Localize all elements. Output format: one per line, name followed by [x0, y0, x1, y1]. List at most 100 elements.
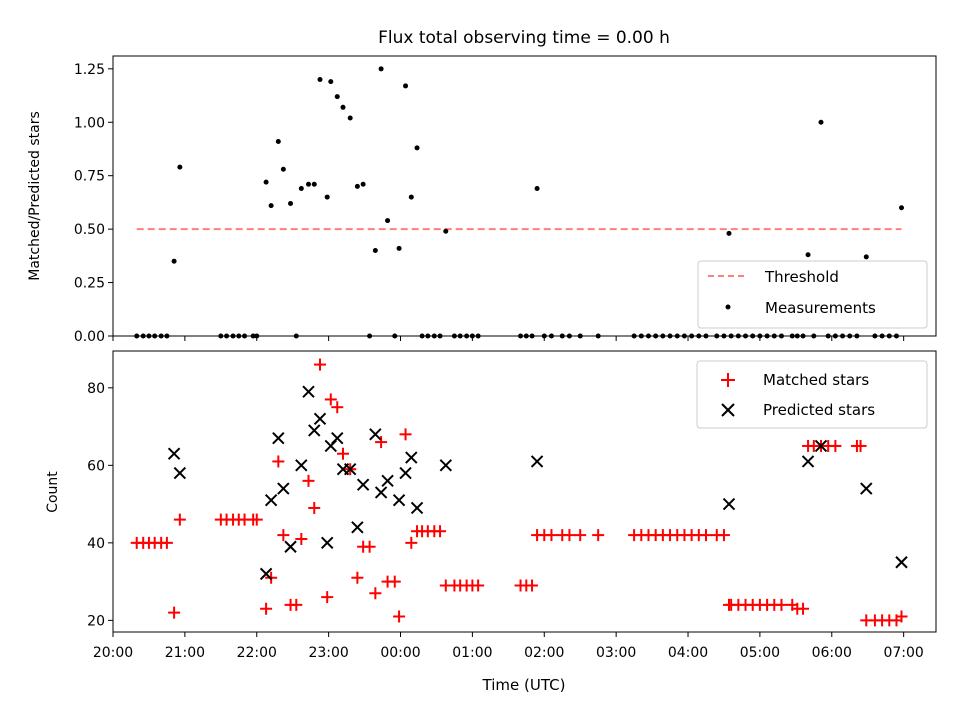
matched-star-point	[405, 536, 418, 549]
predicted-star-point	[320, 536, 334, 550]
predicted-star-point	[801, 455, 815, 468]
measurement-point	[372, 248, 378, 254]
matched-star-point	[717, 529, 730, 542]
matched-star-point	[393, 610, 406, 623]
measurement-point	[805, 252, 811, 258]
predicted-star-point	[530, 455, 544, 468]
bottom-x-tick-label: 03:00	[596, 645, 636, 661]
matched-star-point	[160, 536, 173, 549]
matched-star-point	[173, 513, 186, 526]
matched-star-point	[302, 474, 315, 487]
x-axis-label: Time (UTC)	[482, 676, 566, 694]
measurement-point	[171, 258, 177, 264]
measurement-point	[298, 186, 304, 192]
predicted-star-point	[277, 482, 290, 495]
matched-star-point	[324, 393, 337, 406]
matched-star-point	[308, 501, 321, 514]
predicted-star-point	[722, 497, 736, 511]
matched-star-point	[277, 529, 290, 542]
bottom-x-tick-label: 20:00	[93, 645, 133, 661]
bottom-y-tick-label: 20	[87, 613, 105, 629]
bottom-x-tick-label: 05:00	[740, 645, 780, 661]
predicted-star-point	[264, 494, 278, 507]
matched-star-point	[168, 606, 181, 619]
matched-star-point	[331, 401, 344, 414]
bottom-x-tick-label: 23:00	[308, 645, 348, 661]
bottom-x-tick-label: 21:00	[165, 645, 205, 661]
top-y-tick-label: 0.25	[74, 276, 105, 292]
bottom-y-tick-label: 40	[87, 536, 105, 552]
matched-star-point	[854, 439, 867, 452]
bottom-legend: Matched stars Predicted stars	[696, 360, 928, 429]
legend-predicted-swatch	[721, 403, 735, 417]
measurement-point	[726, 230, 732, 236]
measurement-point	[275, 138, 281, 144]
measurement-point	[268, 203, 274, 209]
measurement-point	[354, 183, 360, 189]
predicted-star-point	[313, 412, 327, 426]
measurement-point	[385, 218, 391, 224]
measurement-point	[863, 254, 869, 260]
measurement-point	[288, 200, 294, 206]
matched-star-point	[260, 602, 273, 615]
matched-star-point	[290, 598, 303, 611]
matched-star-point	[895, 610, 908, 623]
measurement-point	[280, 166, 286, 172]
predicted-star-point	[356, 478, 370, 491]
measurement-point	[396, 245, 402, 251]
measurement-point	[177, 164, 183, 170]
top-y-tick-label: 0.50	[74, 222, 105, 238]
measurement-point	[317, 77, 323, 83]
predicted-star-point	[331, 431, 344, 445]
bottom-x-tick-label: 07:00	[883, 645, 923, 661]
predicted-star-point	[308, 424, 321, 437]
predicted-star-point	[351, 521, 364, 534]
bottom-x-tick-label: 00:00	[380, 645, 420, 661]
bottom-y-tick-label: 60	[87, 458, 105, 474]
matched-star-point	[295, 532, 308, 545]
matched-star-point	[337, 447, 350, 460]
top-y-tick-label: 1.25	[74, 62, 105, 78]
predicted-star-point	[173, 466, 187, 480]
matched-star-point	[351, 571, 364, 584]
matched-star-point	[375, 436, 388, 449]
bottom-x-tick-label: 02:00	[524, 645, 564, 661]
predicted-star-point	[343, 463, 357, 476]
top-y-tick-label: 0.00	[74, 329, 105, 345]
top-y-tick-label: 1.00	[74, 115, 105, 131]
matched-star-point	[472, 579, 485, 592]
bottom-legend-box	[696, 360, 928, 429]
top-panel: 0.00 0.25 0.50 0.75 1.00 1.25 Matched/Predict…	[27, 55, 937, 345]
predicted-star-point	[814, 439, 828, 453]
bottom-y-axis-label: Count	[45, 471, 61, 513]
predicted-star-point	[295, 459, 308, 472]
predicted-star-point	[405, 451, 418, 464]
measurement-point	[324, 194, 330, 200]
matched-star-point	[321, 591, 334, 604]
measurement-point	[818, 119, 824, 125]
matched-star-point	[775, 598, 788, 611]
bottom-plot-frame	[112, 350, 937, 633]
legend-threshold-label: Threshold	[764, 268, 839, 286]
matched-star-point	[545, 529, 558, 542]
measurement-point	[311, 181, 317, 187]
matched-star-point	[399, 428, 412, 441]
matched-star-point	[829, 439, 842, 452]
top-y-tick-label: 0.75	[74, 169, 105, 185]
matched-star-point	[250, 513, 263, 526]
predicted-star-point	[369, 428, 382, 441]
matched-star-point	[388, 575, 401, 588]
matched-star-point	[797, 602, 810, 615]
matched-star-point	[314, 358, 327, 371]
predicted-star-point	[374, 486, 388, 499]
legend-matched-swatch	[721, 373, 735, 387]
predicted-star-point	[895, 556, 908, 569]
measurement-point	[347, 115, 353, 121]
predicted-star-point	[302, 385, 315, 398]
predicted-star-point	[284, 540, 297, 553]
predicted-star-point	[399, 466, 412, 480]
matched-star-point	[699, 529, 712, 542]
top-plot-frame	[112, 55, 937, 337]
top-y-axis-label: Matched/Predicted stars	[27, 111, 43, 281]
top-legend: Threshold Measurements	[697, 260, 928, 329]
